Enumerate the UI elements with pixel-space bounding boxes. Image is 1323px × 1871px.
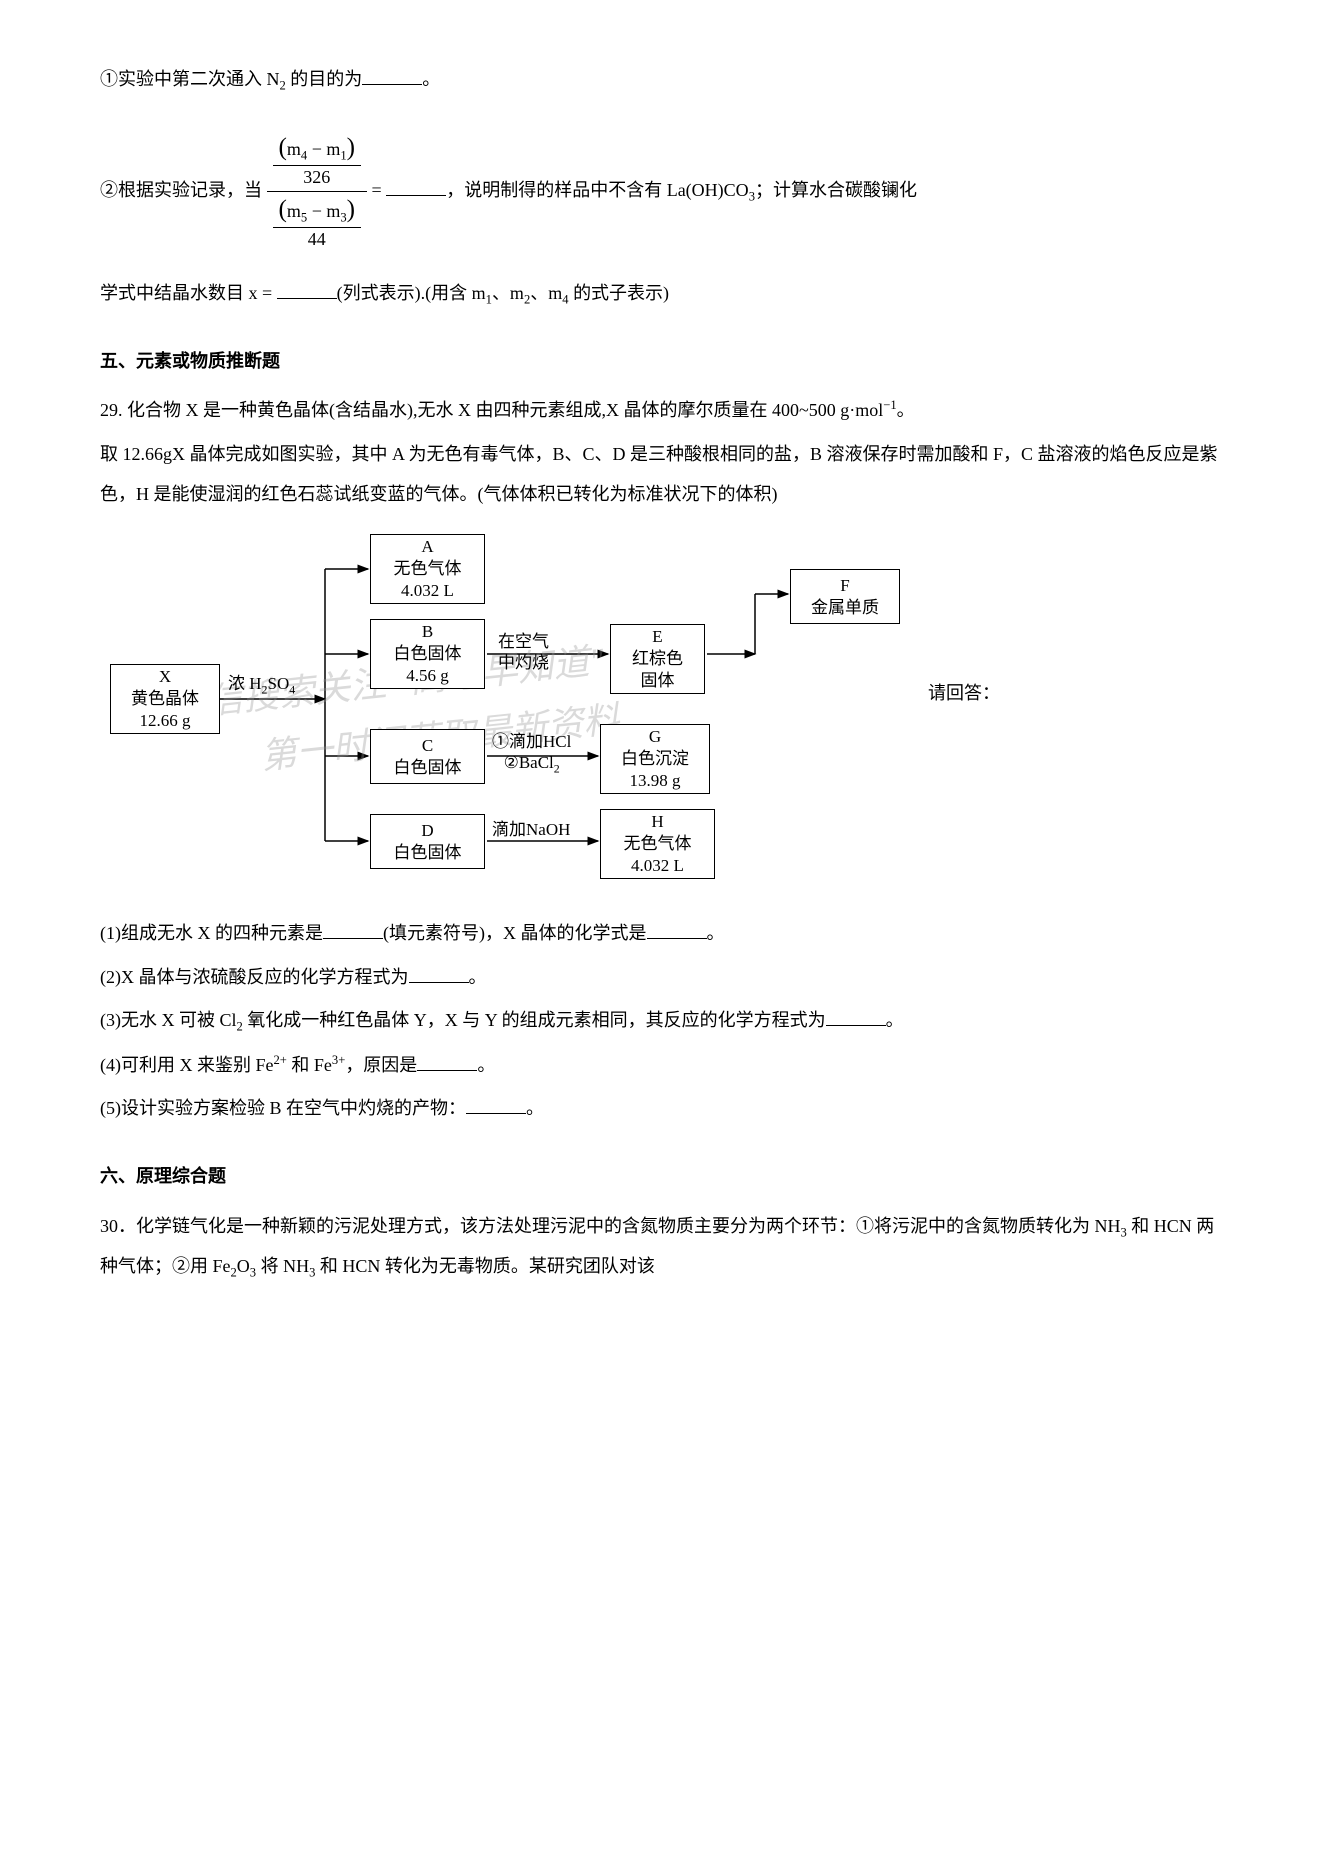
answer-prompt: 请回答： — [928, 674, 1000, 714]
equals: = — [372, 180, 387, 200]
blank — [362, 67, 422, 85]
box-x: X 黄色晶体 12.66 g — [110, 664, 220, 734]
blank — [466, 1096, 526, 1114]
q1-text: ①实验中第二次通入 N — [100, 69, 280, 89]
q29-intro: 29. 化合物 X 是一种黄色晶体(含结晶水),无水 X 由四种元素组成,X 晶… — [100, 391, 1223, 431]
label-air: 在空气 中灼烧 — [498, 632, 549, 673]
q1-suffix: 的目的为 — [286, 69, 363, 89]
box-g: G 白色沉淀 13.98 g — [600, 724, 710, 794]
box-f: F 金属单质 — [790, 569, 900, 624]
q2-after2: ；计算水合碳酸镧化 — [755, 180, 917, 200]
q-part2: ②根据实验记录，当 (m4 − m1) 326 (m5 − m3) 44 = ，… — [100, 130, 1223, 253]
box-h: H 无色气体 4.032 L — [600, 809, 715, 879]
inner-frac-bottom: (m5 − m3) 44 — [273, 194, 362, 251]
q29-1: (1)组成无水 X 的四种元素是(填元素符号)，X 晶体的化学式是。 — [100, 914, 1223, 954]
q2-after: ，说明制得的样品中不含有 La(OH)CO — [446, 180, 748, 200]
q29-2: (2)X 晶体与浓硫酸反应的化学方程式为。 — [100, 958, 1223, 998]
q2-line2: 学式中结晶水数目 x = (列式表示).(用含 m1、m2、m4 的式子表示) — [100, 274, 1223, 314]
label-naoh: 滴加NaOH — [492, 820, 570, 840]
box-c: C 白色固体 — [370, 729, 485, 784]
flowchart-diagram: 微信搜索关注 "高考早知道" 第一时间获取最新资料 X 黄色晶体 12.66 g… — [110, 534, 990, 894]
section-6-title: 六、原理综合题 — [100, 1157, 1223, 1197]
q-part1: ①实验中第二次通入 N2 的目的为。 — [100, 60, 1223, 100]
blank — [409, 965, 469, 983]
q30: 30．化学链气化是一种新颖的污泥处理方式，该方法处理污泥中的含氮物质主要分为两个… — [100, 1207, 1223, 1288]
q29-4: (4)可利用 X 来鉴别 Fe2+ 和 Fe3+，原因是。 — [100, 1046, 1223, 1086]
section-5-title: 五、元素或物质推断题 — [100, 342, 1223, 382]
blank — [826, 1008, 886, 1026]
period: 。 — [422, 69, 440, 89]
box-b: B 白色固体 4.56 g — [370, 619, 485, 689]
blank — [417, 1053, 477, 1071]
label-h2so4: 浓 H2SO4 — [228, 674, 295, 697]
blank — [323, 921, 383, 939]
q29-3: (3)无水 X 可被 Cl2 氧化成一种红色晶体 Y，X 与 Y 的组成元素相同… — [100, 1001, 1223, 1041]
blank — [647, 921, 707, 939]
blank — [277, 281, 337, 299]
q2-prefix: ②根据实验记录，当 — [100, 180, 267, 200]
box-e: E 红棕色 固体 — [610, 624, 705, 694]
box-a: A 无色气体 4.032 L — [370, 534, 485, 604]
inner-frac-top: (m4 − m1) 326 — [273, 132, 362, 189]
q29-p2: 取 12.66gX 晶体完成如图实验，其中 A 为无色有毒气体，B、C、D 是三… — [100, 435, 1223, 514]
q29-5: (5)设计实验方案检验 B 在空气中灼烧的产物：。 — [100, 1089, 1223, 1129]
outer-fraction: (m4 − m1) 326 (m5 − m3) 44 — [267, 130, 368, 253]
blank — [386, 178, 446, 196]
box-d: D 白色固体 — [370, 814, 485, 869]
label-hcl: ①滴加HCl ②BaCl2 — [492, 732, 571, 775]
